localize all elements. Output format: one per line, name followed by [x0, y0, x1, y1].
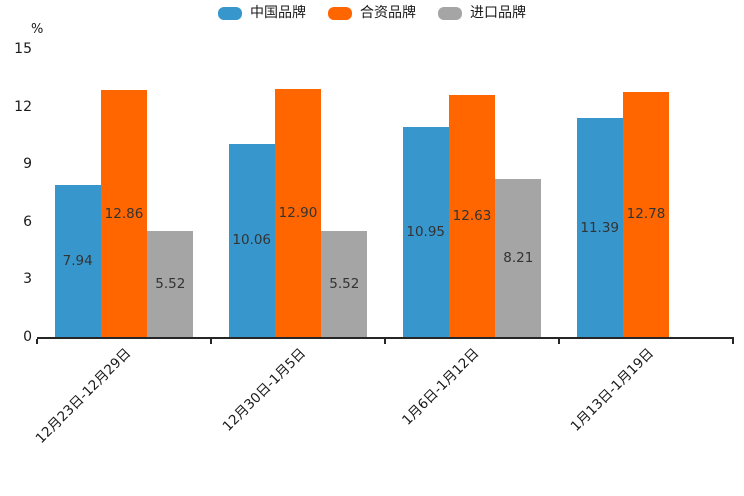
x-tick-label-1: 12月30日-1月5日: [219, 345, 309, 435]
bar-value-label: 10.06: [232, 232, 272, 249]
bar-series-0-cat-2: 10.95: [402, 126, 449, 337]
bar-series-2-cat-0: 5.52: [147, 231, 194, 337]
bar-value-label: 7.94: [62, 252, 93, 269]
bar-value-label: 12.86: [104, 205, 144, 222]
legend-item-1: 合资品牌: [328, 6, 416, 20]
y-tick-label-15: 15: [14, 41, 32, 57]
legend-item-0: 中国品牌: [218, 6, 306, 20]
y-tick-label-0: 0: [23, 329, 32, 345]
bar-value-label: 5.52: [155, 276, 186, 292]
legend-swatch-1: [328, 6, 352, 20]
x-tick-label-0: 12月23日-12月29日: [33, 345, 135, 447]
x-axis-line: [37, 337, 734, 339]
bar-series-0-cat-1: 10.06: [228, 143, 275, 337]
bar-value-label: 11.39: [580, 219, 620, 236]
x-axis-tick-0: [36, 339, 38, 344]
bar-series-2-cat-2: 8.21: [495, 179, 542, 337]
legend-swatch-0: [218, 6, 242, 20]
y-tick-label-12: 12: [14, 98, 32, 115]
legend-label-0: 中国品牌: [250, 5, 306, 21]
bar-value-label: 5.52: [329, 276, 360, 292]
bar-series-0-cat-0: 7.94: [54, 184, 101, 337]
bar-value-label: 12.90: [278, 205, 318, 222]
bar-value-label: 8.21: [503, 250, 534, 267]
bar-value-label: 12.63: [452, 207, 492, 224]
bar-series-1-cat-0: 12.86: [100, 90, 148, 337]
x-tick-label-2: 1月6日-1月12日: [399, 345, 483, 429]
y-tick-label-3: 3: [23, 271, 32, 288]
bar-series-2-cat-1: 5.52: [321, 231, 368, 337]
y-tick-label-9: 9: [23, 156, 32, 173]
x-axis-tick-2: [384, 339, 386, 344]
x-axis-tick-1: [210, 339, 212, 344]
legend-label-2: 进口品牌: [470, 5, 526, 21]
x-tick-label-3: 1月13日-1月19日: [567, 345, 657, 435]
legend-item-2: 进口品牌: [438, 6, 526, 20]
bar-value-label: 12.78: [626, 206, 666, 223]
legend-label-1: 合资品牌: [360, 5, 416, 21]
bar-series-1-cat-3: 12.78: [622, 91, 670, 337]
x-axis-tick-3: [558, 339, 560, 344]
x-axis-tick-4: [732, 339, 734, 344]
bar-series-0-cat-3: 11.39: [576, 118, 623, 337]
bar-series-1-cat-1: 12.90: [274, 89, 322, 337]
legend: 中国品牌 合资品牌 进口品牌: [0, 6, 744, 20]
y-axis-unit-label: %: [31, 22, 44, 37]
y-tick-label-6: 6: [23, 213, 32, 230]
bar-value-label: 10.95: [406, 223, 446, 240]
bar-series-1-cat-2: 12.63: [448, 94, 496, 337]
legend-swatch-2: [438, 6, 462, 20]
